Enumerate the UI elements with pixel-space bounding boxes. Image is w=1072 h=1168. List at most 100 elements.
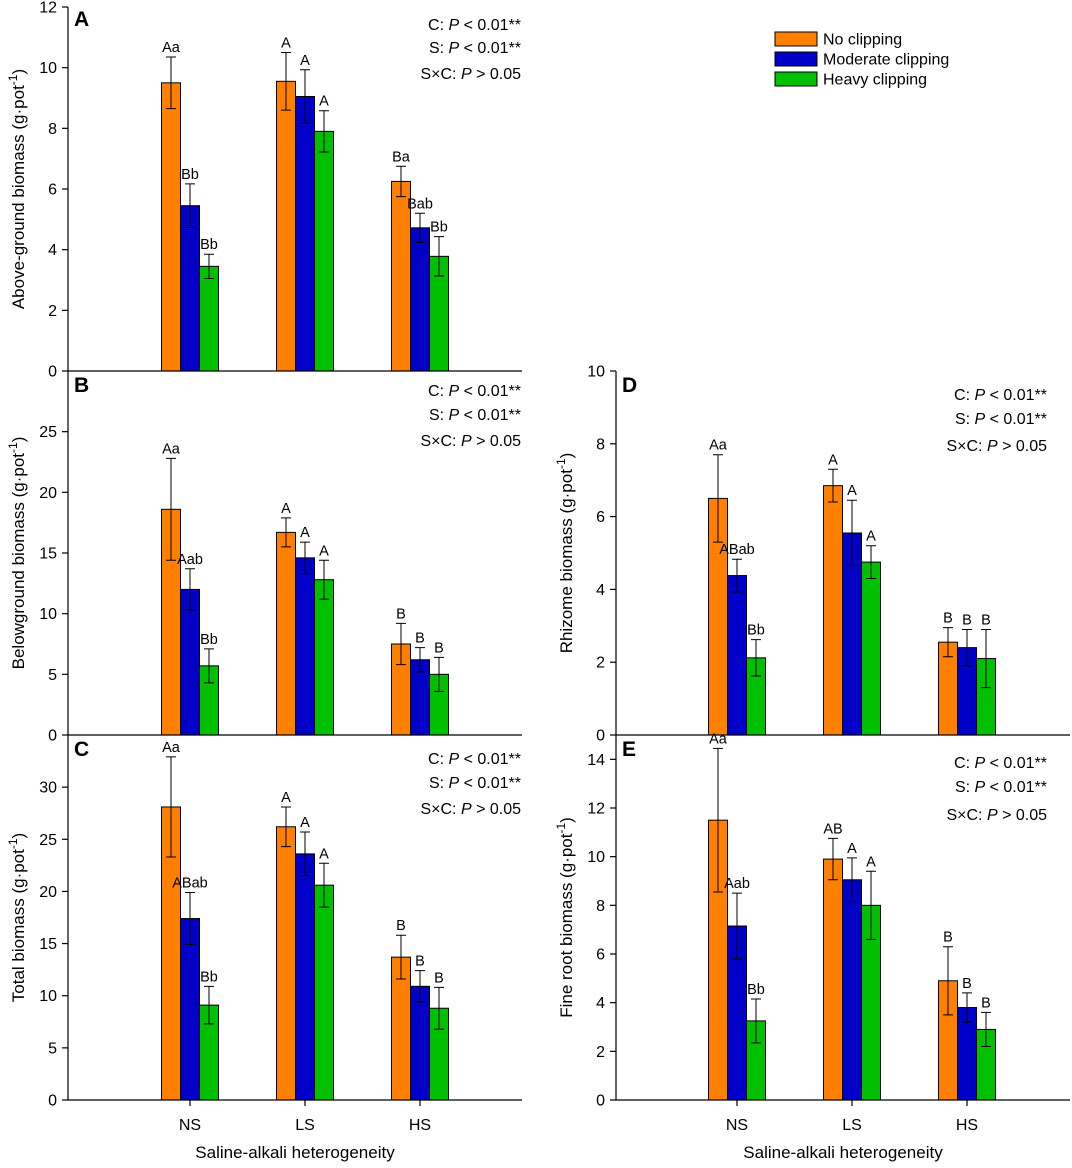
legend-label: Moderate clipping — [823, 52, 949, 69]
sig-label: B — [396, 918, 406, 934]
y-tick-label: 10 — [39, 60, 57, 77]
error-bar-d-ns-s1 — [732, 558, 742, 593]
error-bar-e-ls-s2 — [866, 870, 876, 940]
sig-label: ABab — [172, 875, 207, 891]
error-bar-e-hs-s1 — [962, 992, 972, 1023]
y-tick-label: 12 — [39, 0, 57, 17]
bar-b-ls-s0 — [276, 531, 296, 736]
panel-label: D — [622, 374, 637, 397]
bar-a-ns-s2 — [199, 265, 219, 372]
error-bar-a-hs-s0 — [396, 165, 406, 198]
stat-annotation: C: P < 0.01** — [428, 17, 521, 34]
error-bar-d-ns-s0 — [713, 454, 723, 543]
error-bar-a-ls-s0 — [281, 52, 291, 111]
sig-label: A — [847, 841, 857, 857]
y-tick-label: 10 — [39, 606, 57, 623]
y-tick-label: 10 — [587, 364, 605, 381]
y-tick-label: 15 — [39, 546, 57, 563]
error-bar-b-ns-s0 — [166, 457, 176, 561]
sig-label: A — [828, 452, 838, 468]
legend-swatch — [774, 31, 818, 47]
y-tick-label: 15 — [39, 936, 57, 953]
error-bar-b-ls-s0 — [281, 517, 291, 548]
sig-label: A — [319, 543, 329, 559]
bar-c-ns-s1 — [180, 918, 200, 1101]
error-bar-d-ls-s0 — [828, 468, 838, 503]
bar-a-ls-s1 — [295, 95, 315, 372]
x-tick-label: NS — [726, 1117, 748, 1134]
x-axis-label: Saline-alkali heterogeneity — [743, 1143, 943, 1162]
bar-c-ls-s2 — [314, 884, 334, 1101]
error-bar-c-hs-s2 — [434, 986, 444, 1030]
panel-c: Aa A B ABab A B Bb A B 0 5 10 15 20 25 30 NS LS HS Saline-a… — [6, 735, 522, 1162]
sig-label: B — [981, 612, 991, 628]
y-tick-label: 12 — [587, 801, 605, 818]
error-bar-e-ns-s0 — [713, 747, 723, 893]
y-tick-label: 5 — [48, 1040, 57, 1057]
error-bar-c-ls-s1 — [300, 831, 310, 877]
stat-annotation: S: P < 0.01** — [955, 779, 1047, 796]
error-bar-b-ls-s2 — [319, 559, 329, 600]
sig-label: Bb — [747, 982, 765, 998]
bar-b-ls-s2 — [314, 579, 334, 736]
error-bar-e-ls-s1 — [847, 857, 857, 903]
legend-label: Heavy clipping — [823, 72, 927, 89]
y-tick-label: 20 — [39, 485, 57, 502]
y-tick-label: 30 — [39, 780, 57, 797]
error-bar-e-hs-s0 — [943, 946, 953, 1016]
x-tick-label: HS — [409, 1117, 431, 1134]
x-tick-label: NS — [179, 1117, 201, 1134]
error-bar-e-ls-s0 — [828, 837, 838, 881]
panel-label: B — [74, 374, 89, 397]
y-axis-label: Belowground biomass (g·pot-1) — [6, 437, 28, 670]
bar-b-ls-s1 — [295, 557, 315, 736]
sig-label: A — [319, 94, 329, 110]
sig-label: B — [962, 976, 972, 992]
sig-label: B — [396, 606, 406, 622]
panel-b: Aa A B Aab A B Bb A B 0 5 10 15 20 25 Belowground bioma… — [6, 371, 522, 745]
x-tick-label: LS — [842, 1117, 862, 1134]
sig-label: Bb — [200, 969, 218, 985]
y-tick-label: 4 — [596, 582, 605, 599]
sig-label: B — [943, 611, 953, 627]
error-bar-d-ls-s1 — [847, 499, 857, 567]
panel-label: A — [74, 8, 89, 31]
stat-annotation: S×C: P > 0.05 — [420, 801, 521, 818]
error-bar-e-hs-s2 — [981, 1011, 991, 1047]
sig-label: B — [434, 970, 444, 986]
stat-annotation: S×C: P > 0.05 — [946, 438, 1047, 455]
sig-label: B — [962, 612, 972, 628]
sig-label: Bb — [430, 220, 448, 236]
sig-label: AB — [823, 821, 842, 837]
error-bar-a-hs-s1 — [415, 212, 425, 243]
bar-e-ls-s0 — [823, 858, 843, 1101]
y-tick-label: 2 — [48, 303, 57, 320]
error-bar-c-hs-s1 — [415, 970, 425, 1003]
bar-d-ls-s0 — [823, 485, 843, 736]
bar-b-ns-s1 — [180, 588, 200, 736]
sig-label: B — [943, 930, 953, 946]
panel-label: E — [622, 738, 636, 761]
bar-c-ls-s1 — [295, 853, 315, 1101]
error-bar-d-ls-s2 — [866, 545, 876, 579]
error-bar-a-ls-s2 — [319, 110, 329, 153]
sig-label: Bab — [407, 196, 433, 212]
y-tick-label: 0 — [48, 1093, 57, 1110]
y-tick-label: 8 — [596, 898, 605, 915]
error-bar-a-ns-s2 — [204, 253, 214, 279]
y-tick-label: 0 — [48, 364, 57, 381]
stat-annotation: S: P < 0.01** — [429, 40, 521, 57]
sig-label: B — [981, 995, 991, 1011]
stat-annotation: C: P < 0.01** — [954, 387, 1047, 404]
error-bar-d-hs-s2 — [981, 628, 991, 689]
error-bar-c-ls-s2 — [319, 862, 329, 908]
y-axis-label: Above-ground biomass (g·pot-1) — [6, 69, 28, 309]
stat-annotation: S×C: P > 0.05 — [946, 807, 1047, 824]
bar-c-hs-s1 — [410, 985, 430, 1101]
sig-label: A — [300, 815, 310, 831]
error-bar-b-hs-s2 — [434, 656, 444, 692]
panel-d: Aa A B ABab A B Bb A B 0 2 4 6 8 10 Rhizome biomass (g·… — [554, 364, 1070, 745]
sig-label: Bb — [200, 632, 218, 648]
x-axis-label: Saline-alkali heterogeneity — [195, 1143, 395, 1162]
